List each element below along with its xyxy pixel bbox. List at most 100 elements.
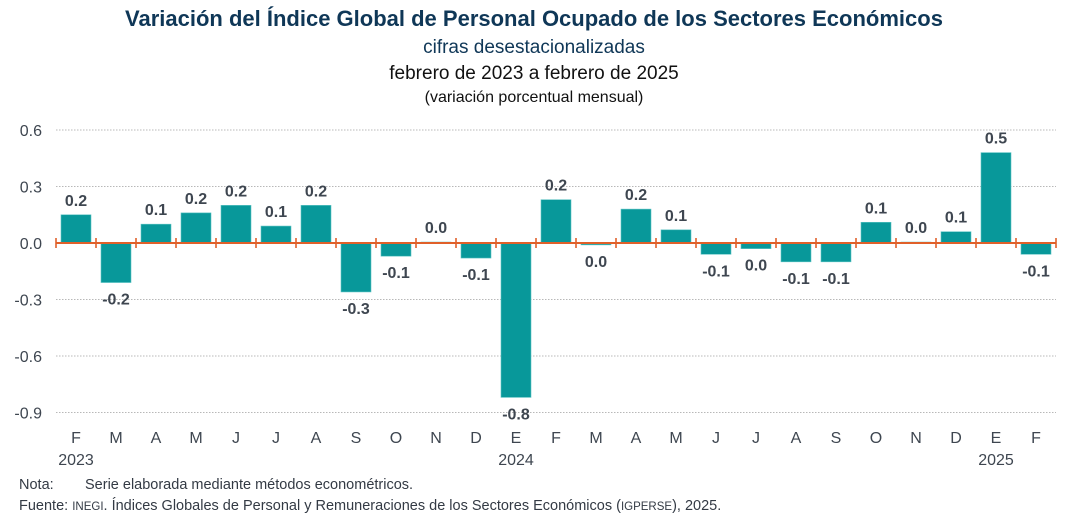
bar	[100, 242, 132, 283]
bar	[980, 152, 1012, 244]
data-label: -0.1	[382, 265, 410, 282]
bar	[140, 223, 172, 244]
x-tick-label: S	[831, 430, 842, 447]
bar	[620, 208, 652, 244]
gridlines	[56, 129, 1056, 413]
chart-units: (variación porcentual mensual)	[424, 89, 644, 106]
y-tick-label: -0.6	[14, 349, 42, 366]
x-tick-label: M	[109, 430, 122, 447]
data-label: 0.2	[225, 183, 247, 200]
x-tick-label: M	[589, 430, 602, 447]
bar	[1020, 242, 1052, 255]
bar	[940, 231, 972, 244]
data-label: -0.1	[822, 271, 850, 288]
y-tick-label: -0.3	[14, 292, 42, 309]
data-label: 0.2	[185, 191, 207, 208]
bar	[660, 229, 692, 244]
y-tick-label: 0.6	[20, 123, 42, 140]
x-tick-label: M	[669, 430, 682, 447]
bar	[260, 225, 292, 244]
y-tick-label: 0.0	[20, 236, 42, 253]
data-label: 0.0	[425, 220, 447, 237]
year-label: 2023	[58, 452, 94, 469]
y-tick-label: -0.9	[14, 405, 42, 422]
year-label: 2025	[978, 452, 1014, 469]
x-tick-label: O	[870, 430, 882, 447]
data-label: 0.1	[865, 200, 887, 217]
y-axis-ticks: 0.6 0.3 0.0 -0.3 -0.6 -0.9	[14, 123, 42, 422]
x-tick-label: J	[272, 430, 280, 447]
data-labels: 0.2 -0.2 0.1 0.2 0.2 0.1 0.2 -0.3 -0.1 0.0 -0.1 -0.…	[65, 131, 1050, 424]
x-tick-label: F	[1031, 430, 1041, 447]
source-text-2: ), 2025.	[672, 498, 722, 514]
data-label: 0.1	[665, 208, 687, 225]
source-abbr: IGPERSE	[620, 501, 673, 513]
year-label: 2024	[498, 452, 534, 469]
data-label: 0.5	[985, 131, 1007, 148]
x-tick-label: O	[390, 430, 402, 447]
note-line: Nota: Serie elaborada mediante métodos ec…	[19, 477, 413, 493]
x-tick-label: N	[910, 430, 922, 447]
data-label: 0.2	[625, 187, 647, 204]
data-label: 0.0	[905, 220, 927, 237]
data-label: 0.2	[545, 178, 567, 195]
data-label: 0.0	[585, 254, 607, 271]
x-tick-label: J	[712, 430, 720, 447]
data-label: -0.1	[702, 263, 730, 280]
source-org: INEGI	[72, 501, 104, 513]
bar	[500, 242, 532, 398]
bar	[820, 242, 852, 263]
bar	[460, 242, 492, 259]
x-tick-label: A	[311, 430, 322, 447]
x-tick-label: J	[752, 430, 760, 447]
x-tick-label: A	[151, 430, 162, 447]
bars	[60, 152, 1052, 398]
data-label: 0.0	[745, 258, 767, 275]
source-text-1: . Índices Globales de Personal y Remuner…	[103, 498, 621, 514]
data-label: -0.1	[1022, 263, 1050, 280]
bar	[540, 199, 572, 244]
data-label: -0.8	[502, 406, 530, 423]
data-label: 0.1	[265, 204, 287, 221]
chart-subtitle: cifras desestacionalizadas	[423, 37, 645, 58]
data-label: 0.2	[65, 193, 87, 210]
data-label: -0.1	[462, 267, 490, 284]
chart-title: Variación del Índice Global de Personal …	[125, 6, 943, 31]
x-tick-label: D	[470, 430, 482, 447]
chart-period: febrero de 2023 a febrero de 2025	[389, 63, 679, 84]
bar	[300, 205, 332, 244]
data-label: 0.1	[145, 202, 167, 219]
bar	[780, 242, 812, 263]
zero-axis	[55, 238, 1057, 248]
bar	[220, 205, 252, 244]
x-tick-label: N	[430, 430, 442, 447]
note-text: Serie elaborada mediante métodos economé…	[85, 477, 414, 493]
source-line: Fuente: INEGI. Índices Globales de Perso…	[19, 498, 721, 514]
data-label: -0.1	[782, 271, 810, 288]
x-tick-label: J	[232, 430, 240, 447]
note-label: Nota:	[19, 477, 54, 493]
bar	[860, 221, 892, 244]
bar	[700, 242, 732, 255]
x-tick-label: E	[511, 430, 522, 447]
data-label: 0.1	[945, 210, 967, 227]
source-label: Fuente:	[19, 498, 69, 514]
x-tick-label: F	[551, 430, 561, 447]
x-axis-labels: F M A M J J A S O N D E F M A M J J A S O N D E F 2023 2024 2025	[58, 430, 1041, 469]
x-tick-label: D	[950, 430, 962, 447]
x-tick-label: M	[189, 430, 202, 447]
bar	[380, 242, 412, 257]
bar	[340, 242, 372, 293]
x-tick-label: F	[71, 430, 81, 447]
x-tick-label: E	[991, 430, 1002, 447]
data-label: 0.2	[305, 183, 327, 200]
x-tick-label: A	[631, 430, 642, 447]
bar	[180, 212, 212, 244]
y-tick-label: 0.3	[20, 180, 42, 197]
data-label: -0.3	[342, 301, 370, 318]
x-tick-label: S	[351, 430, 362, 447]
bar	[60, 214, 92, 244]
data-label: -0.2	[102, 292, 130, 309]
x-tick-label: A	[791, 430, 802, 447]
